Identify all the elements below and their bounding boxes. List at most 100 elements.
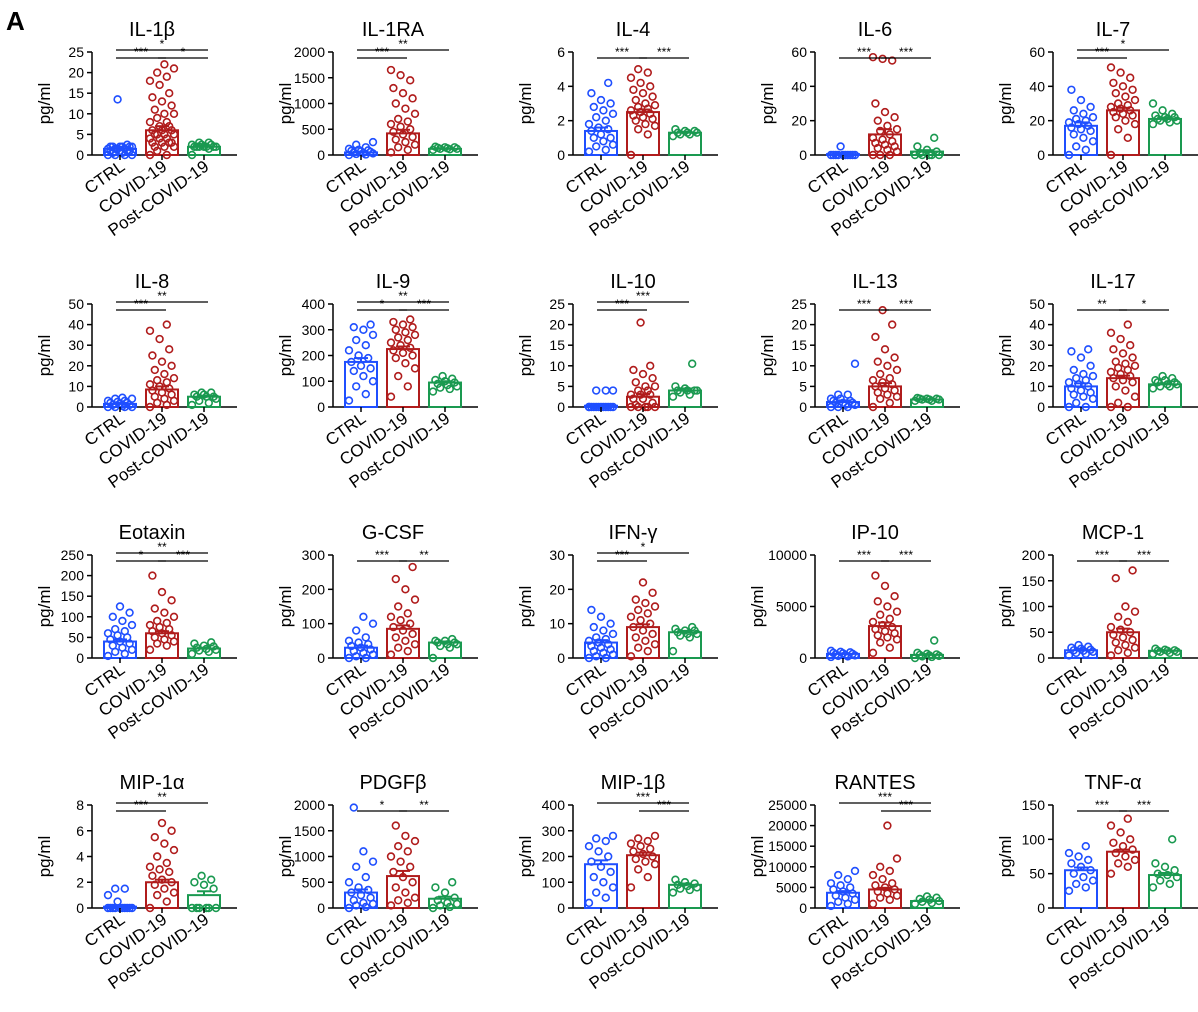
data-point bbox=[1106, 102, 1116, 112]
data-point bbox=[169, 888, 179, 897]
data-point bbox=[406, 76, 415, 85]
significance-label: ** bbox=[157, 289, 167, 303]
data-point bbox=[648, 92, 657, 101]
y-axis-label: pg/ml bbox=[276, 586, 295, 628]
data-point bbox=[589, 133, 598, 143]
y-tick-label: 400 bbox=[542, 797, 566, 813]
chart-title: IL-7 bbox=[1096, 19, 1130, 41]
significance-label: *** bbox=[1137, 798, 1151, 812]
y-axis-label: pg/ml bbox=[276, 83, 295, 125]
data-point bbox=[871, 332, 880, 342]
data-point bbox=[650, 860, 660, 869]
y-tick-label: 30 bbox=[68, 337, 84, 353]
data-point bbox=[386, 901, 396, 910]
data-point bbox=[165, 138, 174, 147]
data-point bbox=[629, 394, 638, 403]
chart-title: PDGFβ bbox=[359, 772, 426, 794]
data-point bbox=[162, 150, 172, 160]
data-point bbox=[401, 328, 410, 337]
data-point bbox=[169, 612, 179, 621]
data-point bbox=[648, 629, 657, 639]
chart-title: RANTES bbox=[834, 772, 915, 794]
data-point bbox=[349, 322, 358, 332]
data-point bbox=[207, 638, 216, 647]
data-point bbox=[829, 150, 838, 160]
data-point bbox=[396, 70, 405, 80]
data-point bbox=[1121, 602, 1130, 611]
data-point bbox=[103, 629, 113, 638]
chart-panel: Eotaxin050100150200250pg/mlCTRLCOVID-19P… bbox=[35, 522, 237, 743]
data-point bbox=[408, 132, 417, 142]
data-point bbox=[386, 338, 396, 347]
bar bbox=[1106, 850, 1140, 910]
data-point bbox=[1074, 852, 1083, 861]
data-point bbox=[406, 343, 415, 352]
data-point bbox=[150, 130, 160, 139]
data-point bbox=[606, 99, 615, 108]
data-point bbox=[868, 52, 878, 62]
data-point bbox=[1106, 821, 1116, 830]
data-point bbox=[440, 888, 450, 897]
y-tick-label: 1000 bbox=[294, 96, 325, 112]
data-point bbox=[127, 150, 137, 160]
significance-label: ** bbox=[157, 540, 167, 554]
data-point bbox=[650, 382, 660, 391]
data-point bbox=[401, 137, 410, 147]
data-point bbox=[361, 872, 370, 882]
data-point bbox=[648, 398, 657, 408]
y-tick-label: 1500 bbox=[294, 823, 325, 839]
significance-label: *** bbox=[636, 790, 650, 804]
y-tick-label: 0 bbox=[799, 650, 807, 666]
y-tick-label: 5000 bbox=[776, 879, 807, 895]
data-point bbox=[587, 126, 596, 136]
y-tick-label: 15 bbox=[549, 337, 565, 353]
data-point bbox=[587, 88, 596, 98]
significance-label: *** bbox=[857, 45, 871, 59]
data-point bbox=[608, 140, 618, 149]
data-point bbox=[1064, 378, 1074, 387]
data-point bbox=[1155, 876, 1165, 885]
data-point bbox=[868, 870, 878, 880]
data-point bbox=[633, 643, 643, 652]
y-tick-label: 0 bbox=[317, 650, 325, 666]
data-point bbox=[633, 605, 643, 615]
y-tick-label: 0 bbox=[76, 650, 84, 666]
data-point bbox=[344, 878, 354, 887]
data-point bbox=[626, 612, 636, 621]
y-tick-label: 250 bbox=[61, 547, 85, 563]
chart-panel: TNF-α050100150pg/mlCTRLCOVID-19Post-COVI… bbox=[996, 772, 1198, 993]
data-point bbox=[1083, 345, 1093, 354]
chart-panel: IL-60204060pg/mlCTRLCOVID-19Post-COVID-1… bbox=[758, 19, 960, 240]
data-point bbox=[167, 826, 176, 835]
data-point bbox=[833, 870, 843, 880]
data-point bbox=[389, 622, 398, 632]
data-point bbox=[160, 130, 169, 139]
data-point bbox=[187, 400, 197, 410]
data-point bbox=[648, 588, 657, 597]
chart-title: IL-10 bbox=[610, 271, 656, 293]
y-tick-label: 25 bbox=[549, 296, 565, 312]
data-point bbox=[1130, 119, 1140, 129]
data-point bbox=[1109, 345, 1118, 354]
y-tick-label: 5 bbox=[557, 378, 565, 394]
y-tick-label: 15000 bbox=[768, 838, 807, 854]
data-point bbox=[887, 137, 897, 146]
data-point bbox=[366, 893, 375, 902]
data-point bbox=[1123, 133, 1133, 143]
data-point bbox=[685, 390, 694, 399]
data-point bbox=[391, 325, 400, 334]
y-tick-label: 50 bbox=[1029, 624, 1045, 640]
data-point bbox=[608, 831, 618, 841]
significance-label: * bbox=[1121, 37, 1126, 51]
data-point bbox=[599, 106, 608, 115]
data-point bbox=[103, 890, 113, 900]
data-point bbox=[826, 646, 836, 655]
data-point bbox=[120, 627, 130, 636]
data-point bbox=[145, 326, 155, 335]
data-point bbox=[408, 94, 417, 103]
data-point bbox=[587, 857, 596, 866]
chart-title: G-CSF bbox=[362, 522, 424, 544]
y-tick-label: 4 bbox=[557, 78, 565, 94]
data-point bbox=[440, 143, 450, 152]
